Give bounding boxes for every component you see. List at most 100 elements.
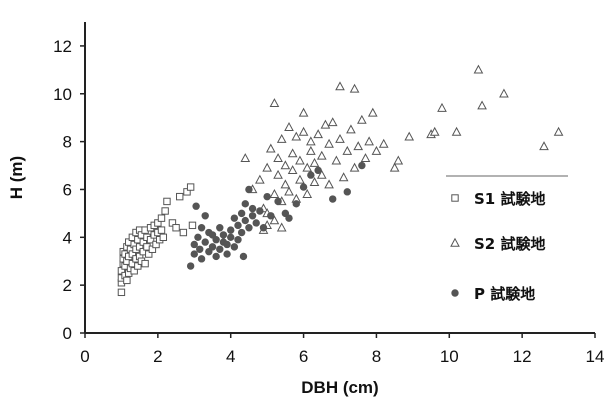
data-point: [230, 243, 239, 251]
data-point: [349, 83, 360, 93]
data-point: [237, 228, 246, 237]
data-point: [309, 177, 320, 186]
data-point: [378, 138, 389, 148]
y-tick-label: 2: [63, 276, 72, 295]
data-point: [239, 252, 248, 261]
data-point: [212, 252, 220, 261]
data-point: [201, 238, 209, 246]
data-point: [295, 155, 305, 165]
data-point: [201, 212, 209, 220]
data-point: [234, 236, 242, 244]
data-point: [295, 174, 305, 184]
data-point: [280, 179, 291, 189]
data-point: [241, 216, 249, 225]
data-point: [429, 126, 440, 136]
data-point: [216, 224, 224, 232]
data-point: [179, 228, 188, 237]
data-point: [320, 119, 331, 129]
data-point: [364, 136, 374, 146]
data-point: [259, 224, 268, 232]
data-point: [273, 153, 283, 163]
data-point: [553, 126, 564, 136]
data-point: [157, 214, 166, 222]
data-point: [190, 240, 198, 249]
data-point: [159, 233, 168, 242]
data-point: [269, 215, 280, 225]
y-tick-label: 10: [53, 85, 72, 104]
data-point: [327, 117, 338, 127]
data-point: [298, 107, 309, 117]
data-point: [343, 188, 351, 196]
legend-marker-1: [451, 194, 459, 202]
data-point: [353, 141, 364, 151]
plot-area: 0 2 4 6 8 10 12 14 0 2 4 6 8 10 12: [53, 22, 604, 366]
data-point: [306, 136, 316, 146]
x-tick-label: 10: [440, 347, 459, 366]
data-point: [161, 207, 169, 215]
data-point: [437, 102, 447, 112]
y-tick-label: 6: [63, 180, 72, 199]
data-point: [473, 64, 484, 74]
data-point: [245, 185, 253, 194]
data-point: [176, 192, 184, 201]
data-point: [539, 141, 549, 151]
x-tick-label: 14: [586, 347, 605, 366]
x-tick-label: 0: [80, 347, 89, 366]
data-point: [324, 138, 334, 148]
data-point: [197, 224, 206, 232]
x-tick-label: 12: [513, 347, 532, 366]
data-point: [255, 174, 265, 184]
series-3-points: [186, 161, 366, 270]
data-point: [208, 243, 217, 251]
data-point: [346, 124, 356, 134]
data-point: [163, 197, 171, 206]
y-tick-label: 12: [53, 37, 72, 56]
data-point: [451, 126, 462, 136]
data-point: [227, 233, 235, 242]
data-point: [477, 100, 487, 110]
data-point: [292, 200, 300, 208]
data-point: [313, 129, 323, 139]
legend-label-3: P 試験地: [474, 285, 535, 303]
data-point: [219, 231, 228, 239]
data-point: [274, 197, 282, 206]
data-point: [280, 160, 291, 170]
legend-label-2: S2 試験地: [474, 235, 545, 253]
y-axis-title: H (m): [7, 156, 26, 199]
data-point: [248, 212, 257, 220]
data-point: [284, 186, 294, 196]
data-point: [302, 162, 313, 172]
x-tick-label: 2: [153, 347, 162, 366]
data-point: [393, 155, 404, 165]
data-point: [316, 150, 327, 160]
data-point: [267, 212, 275, 220]
data-point: [269, 188, 280, 198]
data-point: [287, 148, 298, 158]
data-point: [123, 276, 131, 285]
data-point: [273, 169, 283, 179]
data-point: [223, 250, 231, 258]
data-points: [117, 64, 564, 297]
data-point: [309, 157, 320, 167]
x-tick-label: 8: [372, 347, 381, 366]
data-point: [256, 207, 264, 215]
data-point: [335, 133, 345, 143]
data-point: [298, 126, 309, 136]
x-axis-title: DBH (cm): [301, 378, 378, 397]
data-point: [190, 250, 198, 258]
y-tick-label: 8: [63, 133, 72, 152]
legend-marker-3: [451, 289, 459, 297]
data-point: [389, 162, 400, 172]
data-point: [241, 200, 249, 208]
data-point: [269, 98, 280, 108]
data-point: [192, 202, 200, 210]
data-point: [360, 153, 371, 163]
legend-label-1: S1 試験地: [474, 190, 545, 208]
data-point: [349, 162, 360, 172]
data-point: [335, 81, 345, 91]
data-point: [194, 233, 202, 242]
data-point: [186, 262, 195, 270]
data-point: [276, 222, 287, 232]
data-point: [307, 171, 315, 179]
data-point: [499, 88, 509, 98]
